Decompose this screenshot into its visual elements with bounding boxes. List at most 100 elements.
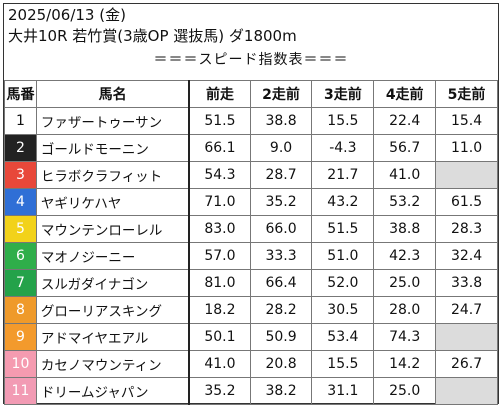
speed-index-cell: 35.2	[188, 377, 251, 405]
speed-index-cell: 51.0	[311, 242, 375, 270]
speed-index-cell: 52.0	[311, 269, 375, 297]
speed-index-cell: 38.2	[249, 377, 313, 405]
speed-index-cell: 22.4	[373, 107, 437, 135]
horse-number-cell: 2	[4, 134, 37, 162]
speed-index-cell: 56.7	[373, 134, 437, 162]
horse-number-cell: 11	[4, 377, 37, 405]
col-header-last-race: 前走	[188, 80, 251, 108]
speed-index-cell: 81.0	[188, 269, 251, 297]
speed-index-table: 馬番 馬名 前走 2走前 3走前 4走前 5走前 1 ファザートゥーサン 51.5 3…	[4, 80, 498, 405]
table-row: 11 ドリームジャパン 35.2 38.2 31.1 25.0	[4, 377, 498, 405]
speed-index-cell	[435, 161, 498, 189]
horse-name-cell: カセノマウンティン	[35, 350, 191, 378]
col-header-number: 馬番	[4, 80, 37, 108]
speed-index-cell: 66.0	[249, 215, 313, 243]
col-header-3-races-ago: 3走前	[311, 80, 375, 108]
speed-index-cell: 28.2	[249, 296, 313, 324]
speed-index-cell	[435, 377, 498, 405]
table-row: 1 ファザートゥーサン 51.5 38.8 15.5 22.4 15.4	[4, 107, 498, 135]
horse-number-cell: 4	[4, 188, 37, 216]
col-header-4-races-ago: 4走前	[373, 80, 437, 108]
speed-index-cell: 51.5	[188, 107, 251, 135]
speed-index-cell: 25.0	[373, 377, 437, 405]
speed-index-cell: 35.2	[249, 188, 313, 216]
table-row: 9 アドマイヤエアル 50.1 50.9 53.4 74.3	[4, 323, 498, 351]
horse-name-cell: ヒラボクラフィット	[35, 161, 191, 189]
speed-index-cell: 21.7	[311, 161, 375, 189]
horse-name-cell: ゴールドモーニン	[35, 134, 191, 162]
speed-index-cell: 41.0	[373, 161, 437, 189]
speed-index-cell: 30.5	[311, 296, 375, 324]
speed-index-cell: 50.9	[249, 323, 313, 351]
speed-index-cell: 50.1	[188, 323, 251, 351]
speed-index-cell: 28.0	[373, 296, 437, 324]
horse-number-cell: 5	[4, 215, 37, 243]
speed-index-cell: 38.8	[373, 215, 437, 243]
section-title: ＝＝＝スピード指数表＝＝＝	[153, 52, 349, 68]
table-row: 8 グローリアスキング 18.2 28.2 30.5 28.0 24.7	[4, 296, 498, 324]
speed-index-cell: 51.5	[311, 215, 375, 243]
table-row: 4 ヤギリケハヤ 71.0 35.2 43.2 53.2 61.5	[4, 188, 498, 216]
table-header-row: 馬番 馬名 前走 2走前 3走前 4走前 5走前	[4, 80, 498, 108]
speed-index-cell: 18.2	[188, 296, 251, 324]
horse-number-cell: 1	[4, 107, 37, 135]
speed-index-cell: 74.3	[373, 323, 437, 351]
speed-index-cell: 66.1	[188, 134, 251, 162]
speed-index-cell: 14.2	[373, 350, 437, 378]
col-header-5-races-ago: 5走前	[435, 80, 498, 108]
speed-index-cell: 61.5	[435, 188, 498, 216]
speed-index-cell: 15.4	[435, 107, 498, 135]
horse-name-cell: アドマイヤエアル	[35, 323, 191, 351]
speed-index-cell	[435, 323, 498, 351]
speed-index-cell: -4.3	[311, 134, 375, 162]
speed-index-cell: 25.0	[373, 269, 437, 297]
speed-index-cell: 15.5	[311, 350, 375, 378]
table-row: 5 マウンテンローレル 83.0 66.0 51.5 38.8 28.3	[4, 215, 498, 243]
speed-index-cell: 54.3	[188, 161, 251, 189]
speed-index-cell: 33.8	[435, 269, 498, 297]
speed-index-cell: 57.0	[188, 242, 251, 270]
speed-index-cell: 66.4	[249, 269, 313, 297]
table-row: 2 ゴールドモーニン 66.1 9.0 -4.3 56.7 11.0	[4, 134, 498, 162]
horse-number-cell: 8	[4, 296, 37, 324]
speed-index-cell: 71.0	[188, 188, 251, 216]
horse-name-cell: スルガダイナゴン	[35, 269, 191, 297]
speed-index-cell: 28.7	[249, 161, 313, 189]
race-date: 2025/06/13 (金)	[8, 6, 126, 24]
speed-index-cell: 38.8	[249, 107, 313, 135]
horse-name-cell: ヤギリケハヤ	[35, 188, 191, 216]
horse-name-cell: ファザートゥーサン	[35, 107, 191, 135]
col-header-2-races-ago: 2走前	[249, 80, 313, 108]
horse-number-cell: 7	[4, 269, 37, 297]
speed-index-cell: 43.2	[311, 188, 375, 216]
speed-index-cell: 15.5	[311, 107, 375, 135]
speed-index-cell: 42.3	[373, 242, 437, 270]
horse-name-cell: ドリームジャパン	[35, 377, 191, 405]
speed-index-cell: 32.4	[435, 242, 498, 270]
speed-index-cell: 11.0	[435, 134, 498, 162]
speed-index-cell: 53.2	[373, 188, 437, 216]
speed-index-cell: 31.1	[311, 377, 375, 405]
speed-index-cell: 83.0	[188, 215, 251, 243]
speed-index-cell: 9.0	[249, 134, 313, 162]
horse-name-cell: グローリアスキング	[35, 296, 191, 324]
table-row: 3 ヒラボクラフィット 54.3 28.7 21.7 41.0	[4, 161, 498, 189]
horse-name-cell: マウンテンローレル	[35, 215, 191, 243]
speed-index-panel: 2025/06/13 (金) 大井10R 若竹賞(3歳OP 選抜馬) ダ1800…	[3, 3, 499, 405]
horse-number-cell: 3	[4, 161, 37, 189]
speed-index-cell: 26.7	[435, 350, 498, 378]
speed-index-cell: 28.3	[435, 215, 498, 243]
speed-index-cell: 24.7	[435, 296, 498, 324]
speed-index-cell: 53.4	[311, 323, 375, 351]
speed-index-cell: 33.3	[249, 242, 313, 270]
table-row: 10 カセノマウンティン 41.0 20.8 15.5 14.2 26.7	[4, 350, 498, 378]
horse-name-cell: マオノジーニー	[35, 242, 191, 270]
speed-index-cell: 20.8	[249, 350, 313, 378]
horse-number-cell: 10	[4, 350, 37, 378]
race-info: 大井10R 若竹賞(3歳OP 選抜馬) ダ1800m	[8, 27, 297, 45]
table-row: 6 マオノジーニー 57.0 33.3 51.0 42.3 32.4	[4, 242, 498, 270]
speed-index-cell: 41.0	[188, 350, 251, 378]
horse-number-cell: 9	[4, 323, 37, 351]
horse-number-cell: 6	[4, 242, 37, 270]
col-header-horse-name: 馬名	[35, 80, 191, 108]
